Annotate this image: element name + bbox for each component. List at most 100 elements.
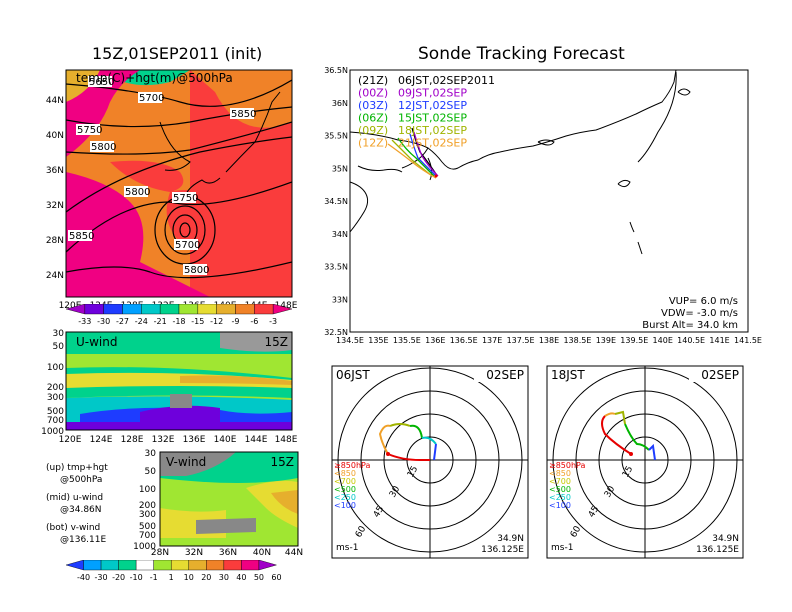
contour-label: 5850	[231, 109, 256, 120]
polar-legend-item: <100	[549, 501, 571, 510]
p-tick: 300	[47, 393, 64, 403]
polar-legend-item: <700	[334, 477, 356, 486]
left-title: 15Z,01SEP2011 (init)	[92, 44, 263, 63]
contour-label: 5700	[175, 240, 200, 251]
tracking-panel: (21Z) 06JST,02SEP2011 (00Z) 09JST,02SEP (03Z…	[324, 66, 762, 345]
lon-tick: 120E	[59, 301, 82, 311]
colorbar-label: -30	[95, 573, 108, 582]
lon-tick: 137E	[482, 336, 502, 345]
burst-text: Burst Alt= 34.0 km	[642, 320, 738, 331]
p-tick: 50	[145, 467, 157, 477]
lon-tick: 124E	[90, 435, 113, 445]
polar-legend-item: <850	[334, 469, 356, 478]
lon-tick: 138.5E	[563, 336, 591, 345]
lat-tick: 35N	[332, 164, 348, 173]
polar-lat: 34.9N	[497, 534, 524, 544]
colorbar-swatch	[178, 304, 199, 315]
colorbar-label: -6	[250, 317, 258, 326]
lon-tick: 132E	[152, 435, 175, 445]
contour-label: 5750	[173, 193, 198, 204]
ring-label: 15	[406, 465, 420, 480]
lon-tick: 139.5E	[620, 336, 648, 345]
colorbar-label: -33	[78, 317, 91, 326]
lat-tick: 40N	[253, 548, 271, 558]
legend-note-up: (up) tmp+hgt @500hPa	[46, 463, 108, 485]
lon-tick: 140E	[214, 435, 237, 445]
lat-tick: 40N	[46, 131, 64, 141]
colorbar-label: -3	[269, 317, 277, 326]
lon-tick: 136.5E	[450, 336, 478, 345]
lat-tick: 28N	[46, 236, 64, 246]
colorbar-swatch	[100, 560, 119, 571]
run-code: (09Z)	[358, 124, 388, 137]
ring-label: 45	[587, 505, 601, 520]
polar-unit: ms-1	[336, 543, 358, 553]
colorbar-label: -21	[154, 317, 167, 326]
map500-label: temp(C)+hgt(m)@500hPa	[76, 71, 233, 85]
vdw-text: VDW= -3.0 m/s	[661, 308, 738, 319]
colorbar-label: -10	[130, 573, 143, 582]
colorbar-label: -1	[150, 573, 158, 582]
run-label: 18JST,02SEP	[398, 124, 467, 137]
lat-tick: 32N	[46, 201, 64, 211]
run-code: (21Z)	[358, 74, 388, 87]
lat-tick: 36.5N	[324, 66, 348, 75]
wind-colorbar: -40 -30 -20 -10 -1 1 10 20 30 40 50 60	[66, 560, 282, 582]
lon-tick: 144E	[245, 435, 268, 445]
colorbar-swatch	[153, 560, 172, 571]
colorbar-swatch	[216, 304, 236, 315]
colorbar-swatch	[206, 560, 225, 571]
colorbar-swatch	[66, 304, 86, 315]
colorbar-label: -27	[116, 317, 129, 326]
p-tick: 700	[139, 531, 156, 541]
colorbar-swatch	[141, 304, 161, 315]
p-tick: 200	[47, 383, 64, 393]
lat-tick: 33N	[332, 295, 348, 304]
polar-time: 06JST	[336, 368, 370, 382]
colorbar-swatch	[171, 560, 189, 571]
lat-tick: 24N	[46, 271, 64, 281]
polar-lon: 136.125E	[481, 545, 524, 555]
colorbar-label: -40	[77, 573, 90, 582]
p-tick: 30	[145, 449, 157, 459]
lat-tick: 36N	[219, 548, 237, 558]
colorbar-label: -12	[210, 317, 223, 326]
colorbar-label: 10	[184, 573, 194, 582]
uwind-label: U-wind	[76, 335, 117, 349]
colorbar-label: 60	[271, 573, 281, 582]
run-label: 21JST,02SEP	[398, 137, 467, 150]
lon-tick: 134.5E	[336, 336, 364, 345]
colorbar-label: -15	[191, 317, 204, 326]
lon-tick: 138E	[539, 336, 559, 345]
colorbar-swatch	[241, 560, 260, 571]
colorbar-swatch	[135, 560, 154, 571]
p-tick: 300	[139, 510, 156, 520]
p-tick: 1000	[41, 427, 64, 437]
colorbar-swatch	[258, 560, 278, 571]
polar-legend-item: ≥850hPa	[549, 461, 586, 470]
contour-label: 5800	[125, 187, 150, 198]
polar-lat: 34.9N	[712, 534, 739, 544]
run-label: 06JST,02SEP2011	[398, 74, 495, 87]
polar-left-panel: 06JST 02SEP 15 30 45 60 ≥850hPa<850<700<…	[331, 365, 529, 559]
colorbar-swatch	[235, 304, 255, 315]
lon-tick: 148E	[275, 301, 298, 311]
colorbar-swatch	[223, 560, 242, 571]
polar-right-panel: 18JST 02SEP 15 30 45 60 ≥850hPa<850<700<…	[546, 365, 744, 559]
main-title: Sonde Tracking Forecast	[418, 44, 625, 64]
lat-tick: 33.5N	[324, 263, 348, 272]
lon-tick: 136E	[425, 336, 445, 345]
lat-tick: 36N	[46, 166, 64, 176]
p-tick: 700	[47, 416, 64, 426]
p-tick: 100	[139, 485, 156, 495]
contour-label: 5750	[77, 125, 102, 136]
p-tick: 200	[139, 501, 156, 511]
colorbar-label: -9	[232, 317, 240, 326]
lon-tick: 140E	[653, 336, 673, 345]
polar-legend-item: <500	[549, 485, 571, 494]
lat-tick: 36N	[332, 99, 348, 108]
legend-note-bot: (bot) v-wind @136.11E	[46, 523, 107, 545]
p-tick: 50	[53, 342, 65, 352]
uwind-panel: U-wind 15Z 30 50 100 200 300 500 700 100…	[41, 329, 298, 445]
contour-label: 5800	[91, 142, 116, 153]
